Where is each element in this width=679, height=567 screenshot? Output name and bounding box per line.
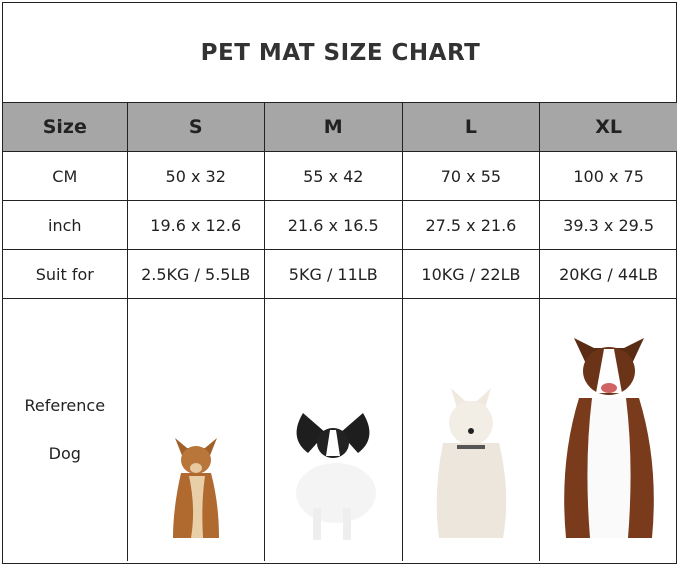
cell: 55 x 42 xyxy=(263,151,403,201)
chihuahua-image xyxy=(172,438,219,538)
table-row-suit-for: Suit for 2.5KG / 5.5LB 5KG / 11LB 10KG /… xyxy=(3,249,677,299)
table-row-inch: inch 19.6 x 12.6 21.6 x 16.5 27.5 x 21.6… xyxy=(3,200,677,250)
cell: 21.6 x 16.5 xyxy=(263,200,403,250)
header-row: Size S M L XL xyxy=(3,102,677,152)
cell: 50 x 32 xyxy=(126,151,265,201)
dog-cell-s xyxy=(126,298,265,561)
cell: 70 x 55 xyxy=(401,151,541,201)
cell: 2.5KG / 5.5LB xyxy=(126,249,265,299)
header-size-l: L xyxy=(401,102,541,152)
header-label: Size xyxy=(3,102,128,152)
papillon-image xyxy=(296,413,377,540)
header-size-s: S xyxy=(126,102,265,152)
reference-label-line1: Reference xyxy=(24,396,106,415)
cell: 100 x 75 xyxy=(539,151,677,201)
size-table: Size S M L XL CM 50 x 32 55 x 42 70 x 55… xyxy=(3,102,677,561)
header-size-m: M xyxy=(263,102,403,152)
row-label: inch xyxy=(3,200,128,250)
cell: 27.5 x 21.6 xyxy=(401,200,541,250)
row-label: Reference Dog xyxy=(3,298,128,561)
cell: 5KG / 11LB xyxy=(263,249,403,299)
row-label: CM xyxy=(3,151,128,201)
dog-cell-xl xyxy=(539,298,677,561)
australian-shepherd-image xyxy=(563,338,654,538)
row-label: Suit for xyxy=(3,249,128,299)
table-row-reference-dog: Reference Dog xyxy=(3,298,677,561)
dog-cell-l xyxy=(401,298,541,561)
reference-label-line2: Dog xyxy=(48,444,81,463)
cell: 19.6 x 12.6 xyxy=(126,200,265,250)
header-size-xl: XL xyxy=(539,102,677,152)
cell: 10KG / 22LB xyxy=(401,249,541,299)
westie-image xyxy=(436,388,507,538)
cell: 39.3 x 29.5 xyxy=(539,200,677,250)
chart-title: PET MAT SIZE CHART xyxy=(200,40,481,66)
dog-cell-m xyxy=(263,298,403,561)
table-row-cm: CM 50 x 32 55 x 42 70 x 55 100 x 75 xyxy=(3,151,677,201)
cell: 20KG / 44LB xyxy=(539,249,677,299)
